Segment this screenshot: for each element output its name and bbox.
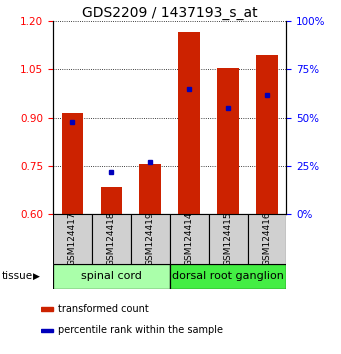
Bar xyxy=(248,214,286,264)
Text: GSM124415: GSM124415 xyxy=(224,212,233,266)
Text: GSM124417: GSM124417 xyxy=(68,212,77,266)
Bar xyxy=(209,214,248,264)
Bar xyxy=(170,214,209,264)
Bar xyxy=(92,214,131,264)
Bar xyxy=(53,264,170,289)
Text: tissue: tissue xyxy=(2,272,33,281)
Bar xyxy=(101,187,122,214)
Bar xyxy=(139,164,161,214)
Text: GSM124419: GSM124419 xyxy=(146,212,155,266)
Bar xyxy=(53,214,92,264)
Title: GDS2209 / 1437193_s_at: GDS2209 / 1437193_s_at xyxy=(82,6,257,20)
Text: dorsal root ganglion: dorsal root ganglion xyxy=(172,272,284,281)
Text: transformed count: transformed count xyxy=(58,304,149,314)
Bar xyxy=(178,33,200,214)
Bar xyxy=(131,214,170,264)
Text: ▶: ▶ xyxy=(33,272,40,281)
Text: GSM124418: GSM124418 xyxy=(107,212,116,266)
Bar xyxy=(41,307,53,311)
Bar xyxy=(217,68,239,214)
Text: GSM124414: GSM124414 xyxy=(184,212,194,266)
Bar xyxy=(62,113,83,214)
Text: percentile rank within the sample: percentile rank within the sample xyxy=(58,325,223,335)
Bar xyxy=(170,264,286,289)
Bar xyxy=(41,329,53,332)
Bar xyxy=(256,55,278,214)
Text: spinal cord: spinal cord xyxy=(81,272,142,281)
Text: GSM124416: GSM124416 xyxy=(263,212,271,266)
